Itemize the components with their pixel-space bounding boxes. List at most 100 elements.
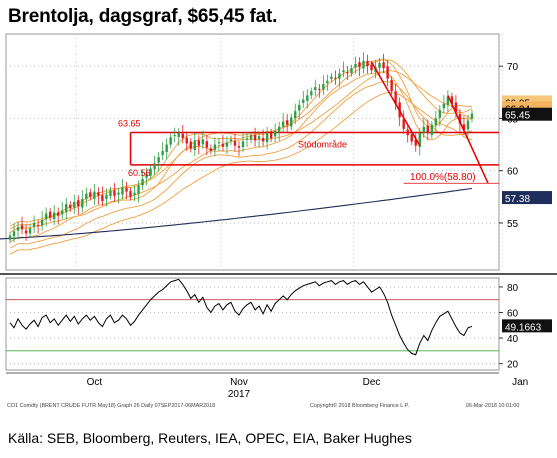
candle-body	[205, 141, 209, 148]
candle-body	[326, 80, 329, 84]
candle-body	[89, 192, 92, 197]
last-price-tag-box	[502, 107, 552, 121]
candle-body	[225, 142, 229, 147]
candle-body	[101, 195, 104, 201]
candle-body	[410, 134, 413, 142]
sma-value-tag: 57.38	[505, 194, 530, 205]
candle-body	[378, 63, 381, 68]
candle-body	[442, 103, 446, 109]
candle-body	[418, 133, 421, 147]
chart-frame	[0, 33, 557, 371]
candle-body	[426, 125, 429, 134]
candle-body	[133, 192, 136, 195]
fib-label: 100.0%(58.80)	[410, 172, 476, 183]
source-note: Källa: SEB, Bloomberg, Reuters, IEA, OPE…	[8, 430, 412, 446]
candle-body	[20, 225, 24, 230]
candle-body	[145, 173, 148, 178]
candle-body	[362, 60, 365, 69]
annotations: 63.6560.56Stödområde100.0%(58.80)66.0566…	[118, 95, 552, 333]
candle-body	[402, 119, 405, 129]
candle-body	[338, 73, 341, 79]
candle-body	[306, 95, 309, 101]
candle-body	[281, 121, 285, 127]
candle-body	[273, 130, 277, 137]
price-tick-label: 70	[507, 62, 519, 73]
moving-average-line-6	[9, 70, 473, 233]
zone-label: Stödområde	[298, 140, 347, 150]
month-label: Oct	[87, 377, 103, 388]
moving-average-line-4	[9, 59, 473, 227]
long-sma-line	[0, 187, 473, 240]
grid	[6, 34, 503, 365]
candle-body	[149, 168, 152, 176]
candle-body	[430, 124, 434, 135]
candle-body	[310, 91, 313, 96]
candle-body	[81, 198, 84, 208]
candle-body	[12, 231, 16, 237]
candle-body	[193, 140, 196, 150]
candle-body	[85, 193, 88, 199]
candle-body	[173, 135, 176, 137]
candle-body	[233, 141, 237, 146]
sma-value-tag-box	[502, 191, 552, 205]
candle-body	[261, 138, 265, 142]
candle-body	[161, 150, 164, 156]
moving-average-line-3	[9, 81, 473, 249]
candle-body	[253, 135, 257, 141]
candle-body	[285, 120, 289, 125]
last-rsi-tag-box	[502, 319, 552, 333]
candle-body	[342, 70, 345, 73]
candle-body	[213, 144, 217, 151]
candle-body	[69, 204, 72, 209]
candle-body	[466, 120, 470, 130]
year-label: 2017	[228, 389, 251, 400]
candle-body	[40, 219, 44, 226]
chart-title: Brentolja, dagsgraf, $65,45 fat.	[8, 6, 278, 27]
candle-body	[137, 185, 140, 194]
trend-lines	[370, 61, 489, 184]
candle-body	[177, 133, 180, 138]
candle-body	[105, 194, 108, 200]
candle-body	[109, 190, 112, 196]
candle-body	[57, 212, 60, 216]
candle-body	[322, 83, 325, 90]
month-label: Dec	[363, 377, 381, 388]
rsi-line	[9, 278, 473, 356]
moving-averages	[0, 59, 473, 255]
candle-body	[302, 99, 305, 103]
candle-body	[121, 187, 124, 195]
month-label: Nov	[230, 377, 248, 388]
rsi-tick-label: 20	[507, 360, 519, 371]
downtrend-line-1	[370, 61, 421, 146]
candle-body	[454, 102, 458, 113]
candle-body	[185, 137, 188, 144]
candle-body	[470, 113, 474, 119]
candle-body	[77, 200, 80, 207]
candle-body	[201, 139, 205, 145]
candle-body	[129, 190, 132, 197]
candle-body	[257, 136, 261, 140]
axes: 5560657020406080OctNovDecJanFebMar201720…	[6, 62, 528, 409]
downtrend-line-2	[447, 95, 489, 184]
candle-body	[181, 133, 184, 139]
candle-body	[406, 129, 409, 136]
rsi-tick-label: 40	[507, 334, 519, 345]
candles	[8, 52, 474, 244]
candle-body	[16, 227, 20, 231]
price-tick-label: 55	[507, 219, 519, 230]
candle-body	[330, 76, 333, 79]
candle-body	[290, 117, 293, 127]
candle-body	[370, 64, 373, 71]
candle-body	[229, 139, 233, 142]
candle-body	[73, 202, 76, 208]
footnote-right: 06-Mar-2018 10:01:00	[466, 403, 519, 409]
rsi-panel	[6, 278, 499, 356]
candle-body	[8, 235, 12, 240]
footnote-left: CO1 Comdty (BRENT CRUDE FUTR May18) Grap…	[7, 403, 215, 409]
rsi-panel-frame	[5, 277, 500, 371]
candle-body	[298, 104, 301, 111]
rsi-tick-label: 60	[507, 309, 519, 320]
last-rsi-tag: 49.1663	[505, 322, 542, 333]
candle-body	[358, 62, 361, 68]
candle-body	[346, 72, 349, 74]
